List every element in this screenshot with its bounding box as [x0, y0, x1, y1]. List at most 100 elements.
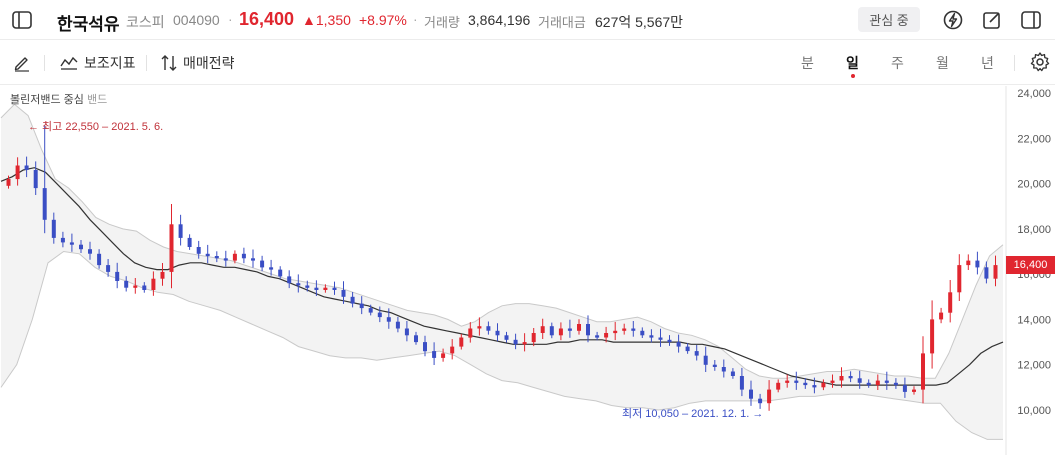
candle-up	[468, 328, 473, 338]
sidebar-toggle-icon[interactable]	[10, 8, 34, 32]
watchlist-button[interactable]: 관심 중	[858, 7, 920, 32]
candle-down	[549, 326, 554, 336]
candle-down	[812, 385, 817, 388]
candle-down	[51, 219, 56, 238]
candle-down	[60, 237, 65, 243]
y-axis: 24,00022,00020,00018,00016,00014,00012,0…	[1017, 88, 1051, 417]
trade-amount-value: 627억 5,567만	[595, 14, 684, 30]
current-price-tag: 16,400	[1006, 256, 1055, 274]
candle-down	[794, 380, 799, 383]
candle-up	[939, 312, 944, 320]
candle-down	[106, 265, 111, 272]
candle-down	[866, 382, 871, 386]
period-month[interactable]: 월	[936, 55, 949, 71]
candle-down	[893, 382, 898, 386]
candle-down	[504, 335, 509, 340]
candle-up	[477, 326, 482, 329]
candle-up	[622, 328, 627, 331]
legend-center-label: 볼린저밴드 중심	[10, 94, 84, 106]
candle-up	[160, 271, 165, 279]
candle-down	[803, 382, 808, 386]
draw-pencil-icon[interactable]	[12, 52, 32, 72]
candle-down	[586, 324, 590, 336]
candle-up	[133, 285, 138, 288]
candle-up	[613, 330, 618, 334]
toolbar-divider	[44, 55, 45, 71]
candle-down	[758, 398, 763, 404]
y-tick-label: 20,000	[1017, 179, 1051, 191]
candles	[6, 125, 998, 411]
stock-code: 004090	[173, 12, 220, 28]
legend-band-label: 밴드	[86, 94, 108, 106]
candle-down	[631, 328, 636, 331]
candle-down	[649, 335, 654, 338]
candle-down	[296, 283, 301, 286]
bollinger-lower-line	[0, 250, 1003, 440]
lightning-icon[interactable]	[940, 7, 966, 33]
candle-down	[205, 253, 210, 257]
period-minute[interactable]: 분	[801, 55, 814, 71]
candle-down	[314, 287, 319, 290]
period-year[interactable]: 년	[981, 55, 994, 71]
candle-down	[332, 287, 337, 290]
current-price: 16,400	[239, 9, 295, 29]
candle-down	[685, 346, 690, 352]
candle-down	[178, 224, 183, 238]
candle-down	[495, 330, 500, 336]
y-tick-label: 14,000	[1017, 314, 1051, 326]
chart-toolbar: 보조지표 매매전략 분 일 주 월 년	[0, 41, 1055, 85]
settings-gear-icon[interactable]	[1029, 51, 1051, 73]
candle-down	[640, 330, 645, 336]
candle-down	[187, 237, 192, 247]
candle-up	[151, 278, 156, 290]
candle-down	[196, 247, 201, 254]
y-tick-label: 10,000	[1017, 405, 1051, 417]
indicator-chart-icon	[60, 56, 78, 70]
candle-down	[658, 337, 663, 340]
candle-down	[278, 269, 283, 277]
sort-arrows-icon	[161, 55, 177, 71]
stock-name: 한국석유	[57, 15, 120, 34]
y-tick-label: 24,000	[1017, 88, 1051, 100]
candle-up	[540, 326, 545, 333]
panel-toggle-icon[interactable]	[1018, 7, 1044, 33]
candle-up	[957, 265, 962, 293]
candle-down	[269, 267, 274, 270]
candle-down	[260, 260, 265, 268]
candle-up	[531, 333, 536, 343]
candlestick-chart[interactable]: 24,00022,00020,00018,00016,00014,00012,0…	[0, 86, 1055, 455]
candle-down	[721, 367, 726, 372]
candle-down	[676, 342, 681, 347]
bollinger-upper-line	[0, 103, 1004, 379]
edit-icon[interactable]	[979, 7, 1005, 33]
low-price-annotation: 최저 10,050 – 2021. 12. 1. →	[622, 408, 764, 420]
price-change-percent: +8.97%	[359, 12, 407, 28]
candle-up	[450, 346, 455, 354]
indicators-button[interactable]: 보조지표	[60, 53, 136, 73]
candle-down	[902, 385, 907, 392]
chart-legend: 볼린저밴드 중심 밴드	[10, 91, 107, 107]
candle-down	[305, 285, 310, 288]
candle-down	[749, 389, 753, 399]
period-week[interactable]: 주	[891, 55, 904, 71]
toolbar-divider	[1014, 55, 1015, 71]
period-day[interactable]: 일	[846, 55, 859, 71]
candle-down	[115, 271, 120, 281]
volume-label: 거래량	[424, 15, 460, 30]
toolbar-divider	[146, 55, 147, 71]
stock-header: 한국석유 코스피 004090 · 16,400 ▲1,350 +8.97% ·…	[0, 0, 1055, 40]
candle-down	[142, 285, 147, 290]
candle-up	[323, 287, 328, 290]
candle-down	[368, 308, 373, 313]
candle-down	[486, 326, 491, 331]
candle-down	[414, 335, 418, 343]
price-change: ▲1,350	[302, 12, 351, 28]
candle-up	[912, 389, 916, 392]
candle-up	[993, 265, 998, 279]
strategy-label: 매매전략	[183, 55, 235, 71]
candle-down	[975, 260, 980, 268]
strategy-button[interactable]: 매매전략	[161, 53, 235, 73]
volume-value: 3,864,196	[468, 12, 531, 28]
candle-down	[24, 165, 29, 170]
candle-up	[776, 382, 781, 390]
